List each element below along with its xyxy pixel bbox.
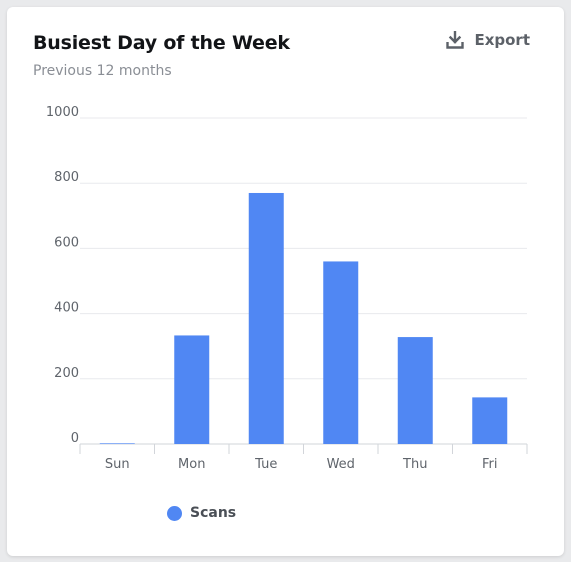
card-title: Busiest Day of the Week — [33, 32, 290, 54]
download-icon — [446, 31, 465, 49]
legend-marker — [167, 505, 182, 521]
bar-mon — [174, 335, 210, 444]
export-label: Export — [474, 31, 530, 49]
x-tick-label: Mon — [178, 457, 205, 472]
y-tick-label: 200 — [54, 366, 79, 381]
y-tick-label: 800 — [54, 170, 79, 185]
legend-item-scans[interactable]: Scans — [167, 505, 236, 521]
bar-thu — [397, 337, 433, 444]
x-tick-label: Fri — [482, 457, 498, 472]
card-subtitle: Previous 12 months — [33, 63, 172, 79]
export-button[interactable]: Export — [446, 31, 530, 49]
bar-chart: 0 200 400 600 800 1000 Sun Mon Tue Wed Thu Fri — [46, 105, 528, 472]
x-tick-label: Thu — [402, 457, 427, 472]
x-tick-label: Sun — [105, 457, 130, 472]
y-tick-label: 600 — [54, 235, 79, 250]
chart-card: Busiest Day of the Week Previous 12 mont… — [7, 7, 564, 556]
bar-fri — [472, 397, 508, 444]
legend-label: Scans — [190, 505, 237, 521]
bar-sun — [99, 443, 135, 444]
y-tick-label: 0 — [71, 431, 79, 446]
y-tick-label: 1000 — [46, 105, 79, 120]
x-tick-label: Tue — [254, 457, 277, 472]
bar-wed — [323, 261, 359, 444]
y-tick-label: 400 — [54, 301, 79, 316]
bar-tue — [248, 192, 284, 444]
x-tick-label: Wed — [327, 457, 355, 472]
